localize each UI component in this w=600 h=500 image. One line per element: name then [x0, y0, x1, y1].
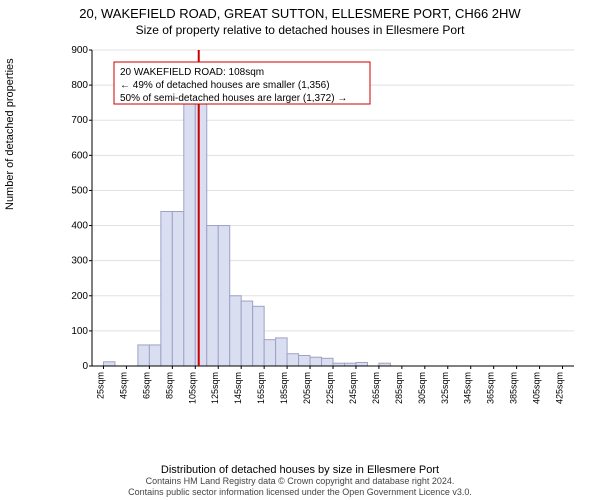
histogram-bar [207, 226, 218, 366]
svg-text:300: 300 [71, 256, 88, 267]
footer-line2: Contains public sector information licen… [0, 487, 600, 498]
svg-text:85sqm: 85sqm [164, 372, 174, 399]
svg-text:245sqm: 245sqm [348, 372, 358, 404]
histogram-bar [356, 362, 367, 366]
histogram-bar [241, 301, 252, 366]
svg-text:65sqm: 65sqm [141, 372, 151, 399]
svg-text:225sqm: 225sqm [325, 372, 335, 404]
svg-text:700: 700 [71, 115, 88, 126]
svg-text:25sqm: 25sqm [95, 372, 105, 399]
svg-text:105sqm: 105sqm [187, 372, 197, 404]
x-axis-label: Distribution of detached houses by size … [0, 464, 600, 476]
svg-text:600: 600 [71, 150, 88, 161]
svg-text:400: 400 [71, 221, 88, 232]
page-subtitle: Size of property relative to detached ho… [0, 23, 600, 37]
svg-text:125sqm: 125sqm [210, 372, 220, 404]
svg-text:900: 900 [71, 46, 88, 56]
svg-text:500: 500 [71, 185, 88, 196]
svg-text:265sqm: 265sqm [371, 372, 381, 404]
histogram-bar [195, 103, 206, 366]
svg-text:165sqm: 165sqm [256, 372, 266, 404]
svg-text:45sqm: 45sqm [118, 372, 128, 399]
svg-text:100: 100 [71, 326, 88, 337]
svg-text:325sqm: 325sqm [440, 372, 450, 404]
histogram-bar [276, 338, 287, 366]
histogram-bar [103, 362, 114, 366]
svg-text:305sqm: 305sqm [417, 372, 427, 404]
histogram-bar [161, 212, 172, 366]
svg-text:285sqm: 285sqm [394, 372, 404, 404]
svg-text:0: 0 [82, 361, 88, 372]
footer: Contains HM Land Registry data © Crown c… [0, 476, 600, 498]
histogram-bar [287, 354, 298, 366]
histogram-chart: 0 100 200 300 400 500 600 700 800 900 25sqm 45sqm 65… [60, 46, 580, 416]
page-title-address: 20, WAKEFIELD ROAD, GREAT SUTTON, ELLESM… [0, 6, 600, 21]
svg-text:200: 200 [71, 291, 88, 302]
histogram-bar [299, 355, 310, 366]
histogram-bar [253, 306, 264, 366]
footer-line1: Contains HM Land Registry data © Crown c… [0, 476, 600, 487]
histogram-bar [230, 296, 241, 366]
histogram-bar [172, 212, 183, 366]
title-block: 20, WAKEFIELD ROAD, GREAT SUTTON, ELLESM… [0, 0, 600, 37]
svg-text:405sqm: 405sqm [532, 372, 542, 404]
histogram-bar [149, 345, 160, 366]
histogram-bar [310, 357, 321, 366]
annotation-line2: ← 49% of detached houses are smaller (1,… [120, 80, 330, 91]
svg-text:185sqm: 185sqm [279, 372, 289, 404]
histogram-bar [264, 340, 275, 366]
svg-text:365sqm: 365sqm [486, 372, 496, 404]
annotation-line3: 50% of semi-detached houses are larger (… [120, 93, 347, 104]
svg-text:205sqm: 205sqm [302, 372, 312, 404]
histogram-bar [218, 226, 229, 366]
histogram-bar [322, 358, 333, 366]
histogram-bar [184, 89, 195, 366]
histogram-bar [138, 345, 149, 366]
svg-text:800: 800 [71, 80, 88, 91]
chart-area: 0 100 200 300 400 500 600 700 800 900 25sqm 45sqm 65… [60, 46, 580, 416]
svg-text:345sqm: 345sqm [463, 372, 473, 404]
svg-text:385sqm: 385sqm [509, 372, 519, 404]
y-axis-label: Number of detached properties [4, 58, 16, 210]
annotation-line1: 20 WAKEFIELD ROAD: 108sqm [120, 67, 264, 78]
svg-text:145sqm: 145sqm [233, 372, 243, 404]
svg-text:425sqm: 425sqm [555, 372, 565, 404]
